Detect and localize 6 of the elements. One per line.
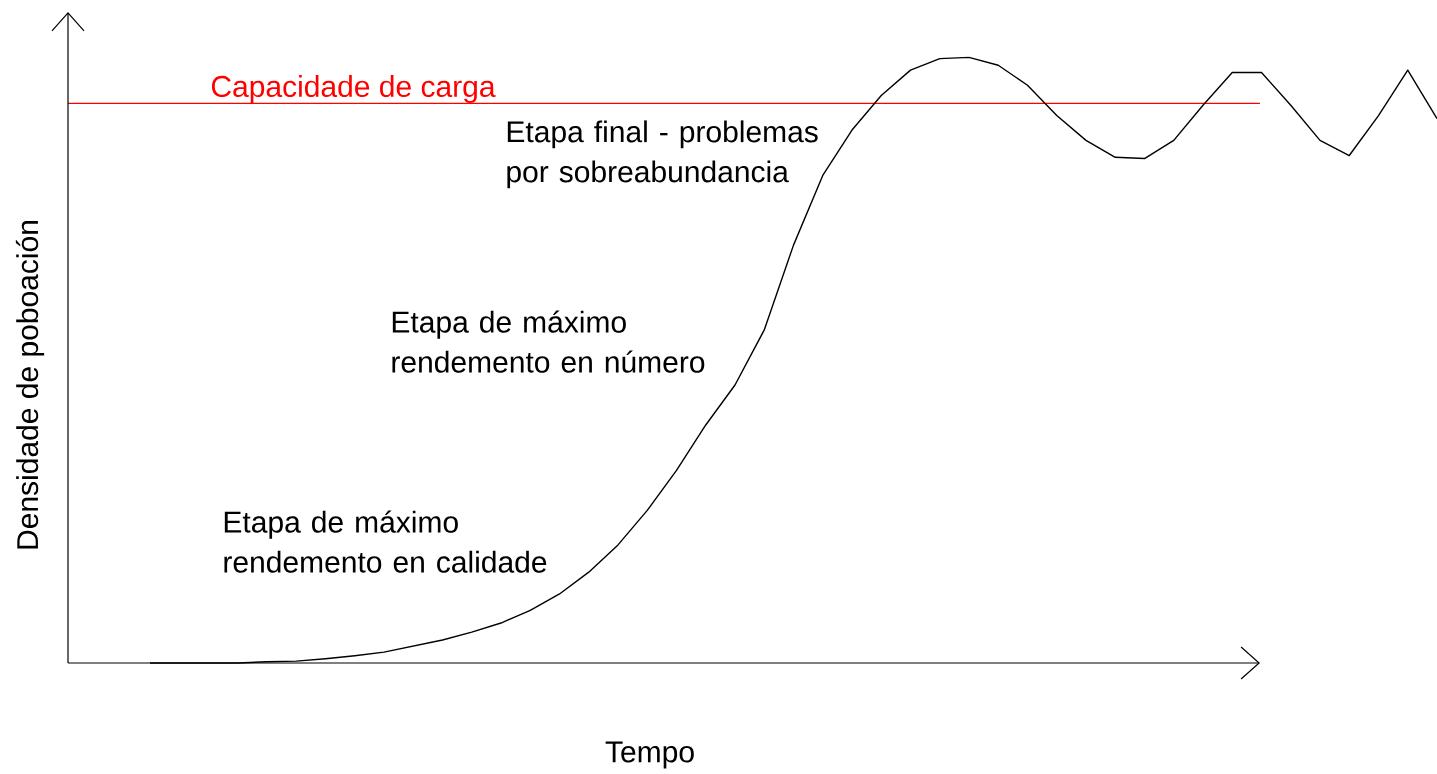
annotation: Etapa final - problemas por sobreabundancia	[507, 120, 818, 189]
annotation: Etapa de máximo rendemento en número	[392, 310, 705, 373]
annotation: Etapa de máximo rendemento en calidade	[224, 510, 547, 573]
x-axis-title: Tempo	[605, 741, 694, 769]
y-axis-title: Densidade de poboación	[15, 221, 45, 549]
ref-line-label: Capacidade de carga	[211, 75, 496, 104]
